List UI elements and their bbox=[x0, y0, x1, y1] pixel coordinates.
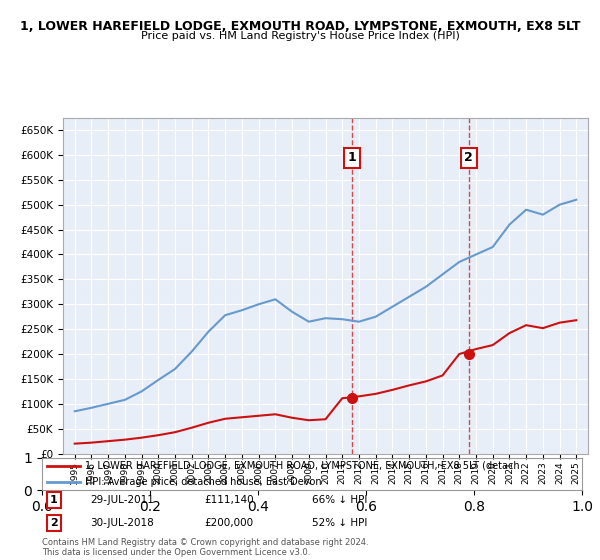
Text: 66% ↓ HPI: 66% ↓ HPI bbox=[312, 495, 367, 505]
Text: 2: 2 bbox=[464, 151, 473, 165]
Text: Price paid vs. HM Land Registry's House Price Index (HPI): Price paid vs. HM Land Registry's House … bbox=[140, 31, 460, 41]
Text: 30-JUL-2018: 30-JUL-2018 bbox=[91, 517, 154, 528]
Text: 1, LOWER HAREFIELD LODGE, EXMOUTH ROAD, LYMPSTONE, EXMOUTH, EX8 5LT: 1, LOWER HAREFIELD LODGE, EXMOUTH ROAD, … bbox=[20, 20, 580, 32]
Text: 29-JUL-2011: 29-JUL-2011 bbox=[91, 495, 154, 505]
Text: 1, LOWER HAREFIELD LODGE, EXMOUTH ROAD, LYMPSTONE, EXMOUTH, EX8 5LT (detach: 1, LOWER HAREFIELD LODGE, EXMOUTH ROAD, … bbox=[85, 461, 520, 470]
Text: 52% ↓ HPI: 52% ↓ HPI bbox=[312, 517, 367, 528]
Text: 1: 1 bbox=[347, 151, 356, 165]
Text: 2: 2 bbox=[50, 517, 58, 528]
Text: Contains HM Land Registry data © Crown copyright and database right 2024.
This d: Contains HM Land Registry data © Crown c… bbox=[42, 538, 368, 557]
Text: £111,140: £111,140 bbox=[204, 495, 254, 505]
Text: HPI: Average price, detached house, East Devon: HPI: Average price, detached house, East… bbox=[85, 477, 322, 487]
Text: 1: 1 bbox=[50, 495, 58, 505]
Text: £200,000: £200,000 bbox=[204, 517, 253, 528]
